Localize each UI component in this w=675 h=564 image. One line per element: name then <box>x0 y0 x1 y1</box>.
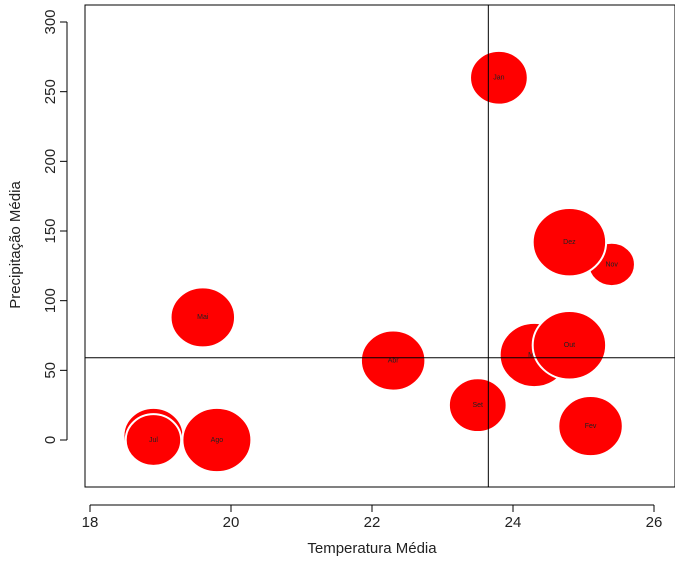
bubble-label-jul: Jul <box>149 437 158 444</box>
bubble-label-abr: Abr <box>388 357 400 364</box>
y-tick-label: 250 <box>42 79 59 104</box>
y-tick-label: 0 <box>42 436 59 444</box>
bubble-out <box>531 310 608 381</box>
x-tick-label: 26 <box>646 514 663 531</box>
x-tick-label: 18 <box>82 514 99 531</box>
bubble-label-mai: Mai <box>197 314 209 321</box>
bubble-abr <box>359 329 427 392</box>
bubble-set <box>447 377 508 434</box>
x-axis-label: Temperatura Média <box>307 540 437 557</box>
bubble-ago <box>181 406 253 474</box>
bubble-label-set: Set <box>472 402 483 409</box>
y-tick-label: 200 <box>42 149 59 174</box>
bubble-jan <box>469 49 529 106</box>
bubble-mai <box>169 286 237 349</box>
x-tick-label: 20 <box>223 514 240 531</box>
plot-frame <box>84 4 675 488</box>
x-tick-label: 24 <box>505 514 522 531</box>
bubble-label-fev: Fev <box>585 423 597 430</box>
axes: 18 20 22 24 26 0 50 100 150 200 250 300 <box>42 4 675 531</box>
bubble-jul <box>124 413 183 467</box>
x-tick-label: 22 <box>364 514 381 531</box>
bubble-fev <box>557 395 624 458</box>
y-tick-label: 50 <box>42 362 59 379</box>
y-tick-label: 150 <box>42 218 59 243</box>
bubble-series: JanFevMarAbrMaiJunJulAgoSetOutNovDez <box>122 49 636 474</box>
bubble-label-out: Out <box>564 342 575 349</box>
bubble-label-nov: Nov <box>605 261 618 268</box>
y-tick-label: 100 <box>42 288 59 313</box>
bubble-label-dez: Dez <box>563 239 576 246</box>
bubble-label-ago: Ago <box>211 437 224 444</box>
bubble-dez <box>531 206 608 278</box>
y-axis-label: Precipitação Média <box>7 181 24 309</box>
bubble-label-jan: Jan <box>493 75 504 82</box>
y-tick-label: 300 <box>42 9 59 34</box>
